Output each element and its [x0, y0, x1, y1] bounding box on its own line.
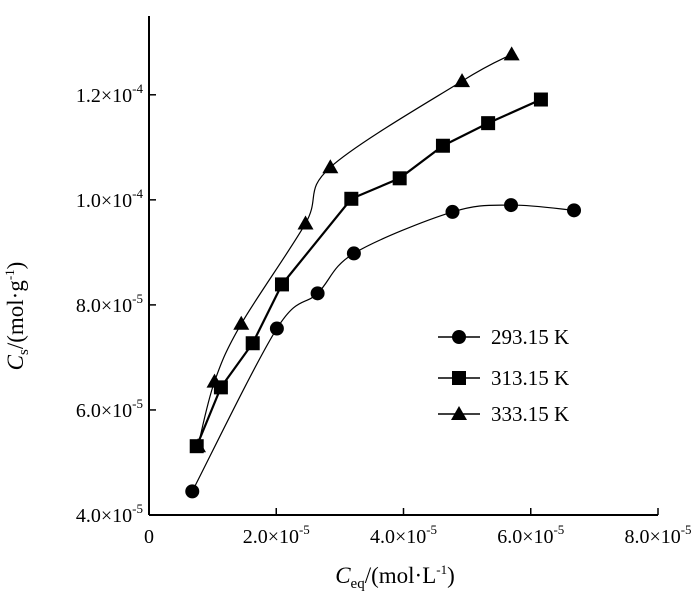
data-point-333-15-k [206, 373, 223, 388]
legend-circle-icon [452, 330, 466, 344]
data-point-333-15-k [189, 438, 206, 453]
x-tick-label: 0 [144, 526, 154, 548]
x-tick-label: 8.0×10-5 [624, 522, 691, 548]
data-point-293-15-k [504, 198, 519, 213]
data-point-293-15-k [445, 204, 460, 219]
y-axis-label: Cs/(mol·g-1) [2, 262, 32, 371]
data-point-333-15-k [454, 73, 471, 88]
data-point-333-15-k [233, 315, 250, 330]
y-tick-label: 1.2×10-4 [76, 81, 144, 107]
data-point-333-15-k [322, 159, 339, 174]
data-point-333-15-k [503, 46, 520, 61]
legend-label: 293.15 K [491, 325, 569, 349]
data-point-313-15-k [344, 191, 359, 206]
legend: 293.15 K 313.15 K 333.15 K [438, 325, 569, 426]
data-point-313-15-k [392, 171, 407, 186]
legend-square-icon [452, 371, 466, 385]
series-line-313-15-k [195, 98, 542, 447]
data-point-313-15-k [274, 277, 289, 292]
y-tick-label: 6.0×10-5 [76, 396, 143, 422]
data-point-293-15-k [310, 286, 325, 301]
data-point-313-15-k [533, 92, 548, 107]
legend-label: 313.15 K [491, 366, 569, 390]
legend-label: 333.15 K [491, 402, 569, 426]
y-tick-label: 8.0×10-5 [76, 291, 143, 317]
data-point-293-15-k [185, 484, 200, 499]
x-tick-label: 2.0×10-5 [243, 522, 310, 548]
y-tick-label: 1.0×10-4 [76, 186, 144, 212]
data-point-333-15-k [297, 215, 314, 230]
x-axis-label: Ceq/(mol·L-1) [335, 562, 455, 592]
data-point-293-15-k [269, 321, 284, 336]
y-tick-label: 4.0×10-5 [76, 501, 143, 527]
series-markers [185, 46, 582, 499]
legend-triangle-icon [451, 406, 467, 420]
data-point-293-15-k [346, 246, 361, 261]
x-tick-label: 4.0×10-5 [370, 522, 437, 548]
x-tick-label: 6.0×10-5 [497, 522, 564, 548]
data-point-313-15-k [481, 116, 496, 131]
data-point-313-15-k [435, 138, 450, 153]
axes: 4.0×10-5 6.0×10-5 8.0×10-5 1.0×10-4 1.2×10-4… [76, 16, 692, 548]
data-point-293-15-k [567, 203, 582, 218]
data-point-313-15-k [245, 336, 260, 351]
